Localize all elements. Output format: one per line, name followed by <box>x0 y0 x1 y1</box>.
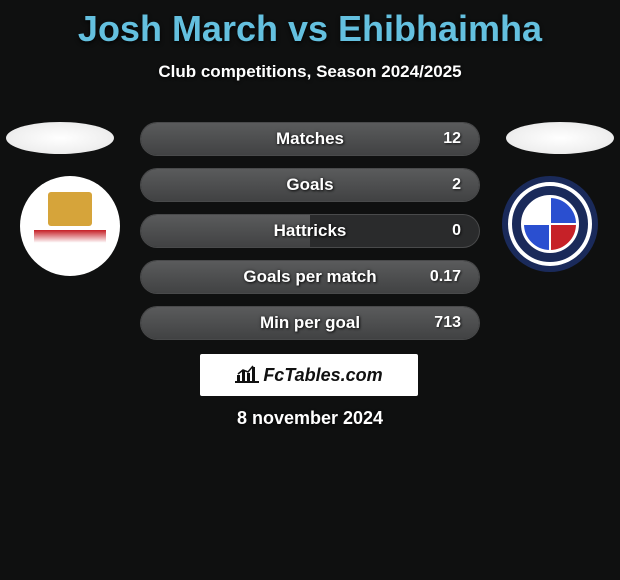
stat-label: Goals <box>141 169 479 201</box>
stat-label: Min per goal <box>141 307 479 339</box>
stat-value: 12 <box>443 123 461 155</box>
player-photo-left <box>6 122 114 154</box>
stat-row: Goals2 <box>140 168 480 202</box>
stats-container: Matches12 Goals2 Hattricks0 Goals per match… <box>140 122 480 340</box>
club-logo-right <box>502 176 598 272</box>
bar-chart-icon <box>235 365 259 385</box>
stat-row: Hattricks0 <box>140 214 480 248</box>
brand-badge[interactable]: FcTables.com <box>200 354 418 396</box>
stat-row: Matches12 <box>140 122 480 156</box>
player-photo-right <box>506 122 614 154</box>
stat-value: 0 <box>452 215 461 247</box>
stat-label: Matches <box>141 123 479 155</box>
crest-icon <box>508 182 592 266</box>
stat-row: Min per goal713 <box>140 306 480 340</box>
brand-text: FcTables.com <box>263 365 382 386</box>
stat-row: Goals per match0.17 <box>140 260 480 294</box>
subtitle: Club competitions, Season 2024/2025 <box>0 62 620 82</box>
date-label: 8 november 2024 <box>0 408 620 429</box>
stat-value: 2 <box>452 169 461 201</box>
stat-value: 0.17 <box>430 261 461 293</box>
stat-value: 713 <box>434 307 461 339</box>
club-logo-left <box>20 176 120 276</box>
stat-label: Hattricks <box>141 215 479 247</box>
crest-icon <box>34 184 106 268</box>
stat-label: Goals per match <box>141 261 479 293</box>
page-title: Josh March vs Ehibhaimha <box>0 0 620 50</box>
